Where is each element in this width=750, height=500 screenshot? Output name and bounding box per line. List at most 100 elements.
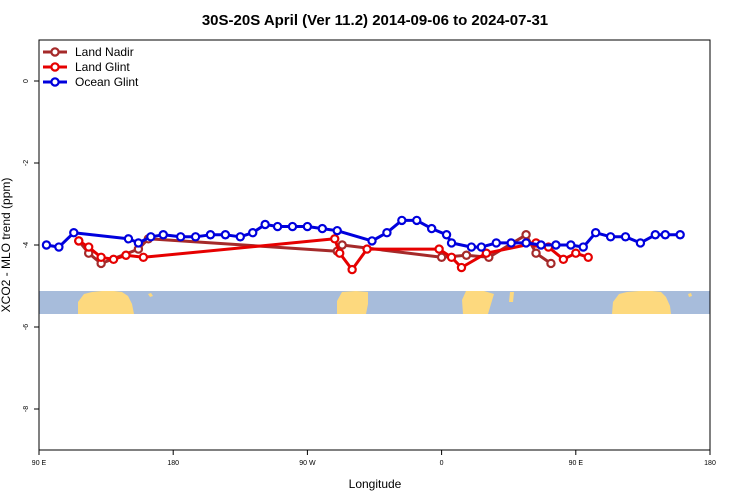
map-band: [39, 291, 710, 314]
data-point: [476, 242, 487, 252]
data-point: [302, 221, 313, 232]
legend-marker: [50, 62, 60, 72]
ocean-band: [39, 291, 710, 314]
y-tick-label: 0: [23, 79, 30, 83]
data-point: [441, 230, 452, 240]
data-point: [397, 215, 407, 226]
x-tick-label: 0: [440, 460, 444, 467]
data-point: [578, 242, 588, 252]
legend-item: Land Nadir: [43, 45, 134, 59]
series-layer: [41, 215, 685, 275]
data-point: [491, 238, 501, 248]
y-tick-label: -6: [23, 324, 30, 330]
data-point: [272, 221, 283, 232]
y-tick-label: -2: [23, 160, 30, 166]
x-tick-label: 90 E: [32, 460, 47, 467]
data-point: [590, 227, 601, 238]
data-point: [461, 250, 472, 260]
x-axis: 90 E 180 90 W 0 90 E 180: [32, 450, 716, 467]
legend-marker: [50, 77, 60, 87]
data-point: [436, 252, 447, 262]
data-point: [260, 219, 270, 230]
data-point: [481, 248, 492, 258]
data-point: [546, 258, 556, 269]
y-axis: 0 -2 -4 -6 -8: [23, 79, 39, 412]
data-point: [426, 223, 437, 234]
data-point: [367, 236, 377, 246]
data-point: [220, 230, 231, 240]
data-point: [675, 230, 685, 240]
data-point: [583, 252, 593, 262]
data-point: [466, 242, 477, 252]
data-point: [158, 230, 168, 240]
data-point: [317, 223, 328, 234]
data-point: [650, 230, 661, 240]
data-point: [566, 240, 576, 250]
x-tick-label: 90 W: [299, 460, 316, 467]
x-tick-label: 90 E: [569, 460, 584, 467]
land-masses: [78, 291, 692, 314]
land-south-america: [337, 291, 368, 314]
land-australia: [78, 291, 134, 314]
data-point: [521, 230, 531, 240]
data-point: [330, 234, 340, 244]
data-point: [335, 248, 345, 258]
data-point: [41, 240, 52, 250]
legend-marker: [50, 47, 60, 57]
data-point: [205, 230, 216, 240]
data-point: [558, 254, 569, 265]
data-point: [133, 238, 144, 248]
data-point: [337, 240, 347, 250]
data-point: [660, 230, 670, 240]
y-tick-label: -4: [23, 242, 30, 248]
land-new-caledonia: [148, 293, 153, 297]
data-point: [175, 232, 186, 242]
land-africa: [462, 291, 494, 314]
data-point: [456, 262, 467, 273]
data-point: [84, 242, 94, 252]
data-point: [332, 225, 342, 236]
data-point: [121, 250, 131, 260]
data-point: [54, 242, 64, 252]
x-tick-label: 180: [704, 460, 716, 467]
data-point: [190, 232, 201, 242]
data-point: [434, 244, 444, 254]
data-point: [138, 252, 149, 262]
y-axis-label: XCO2 - MLO trend (ppm): [0, 178, 13, 313]
data-point: [521, 238, 531, 248]
data-point: [531, 248, 541, 258]
data-point: [506, 238, 516, 248]
legend-item: Land Glint: [43, 60, 130, 74]
data-point: [446, 252, 457, 262]
data-point: [536, 240, 546, 250]
legend-item: Ocean Glint: [43, 75, 139, 89]
data-point: [248, 227, 258, 238]
y-tick-label: -8: [23, 406, 30, 412]
data-point: [235, 232, 245, 242]
data-point: [446, 238, 457, 248]
data-point: [412, 215, 422, 226]
data-point: [74, 236, 84, 246]
series-ocean-glint: [41, 215, 685, 252]
data-point: [287, 221, 298, 232]
x-axis-label: Longitude: [349, 477, 402, 491]
data-point: [146, 232, 156, 242]
legend-label: Land Nadir: [75, 45, 134, 59]
land-new-caledonia-repeat: [688, 293, 692, 297]
chart-title: 30S-20S April (Ver 11.2) 2014-09-06 to 2…: [202, 12, 548, 29]
data-point: [635, 238, 646, 248]
x-tick-label: 180: [167, 460, 179, 467]
data-point: [362, 244, 372, 254]
series-land-glint: [74, 234, 593, 275]
data-point: [551, 240, 561, 250]
land-madagascar: [509, 292, 514, 302]
legend-label: Ocean Glint: [75, 75, 139, 89]
legend-label: Land Glint: [75, 60, 130, 74]
data-point: [123, 234, 134, 244]
data-point: [382, 227, 392, 238]
data-point: [69, 227, 79, 238]
data-point: [620, 232, 631, 242]
land-australia-repeat: [612, 291, 671, 314]
